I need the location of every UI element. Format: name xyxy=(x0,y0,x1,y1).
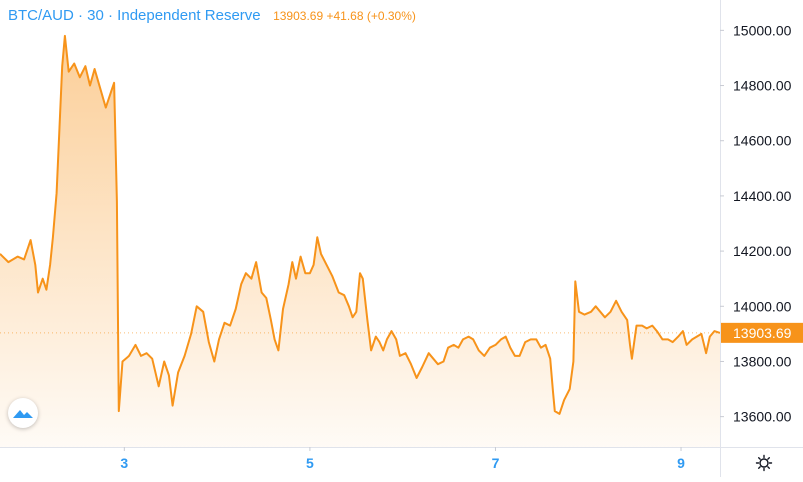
x-tick-label: 3 xyxy=(120,455,128,471)
plot-area[interactable] xyxy=(0,34,721,448)
price-change-percent: (+0.30%) xyxy=(366,9,416,23)
x-tick-label: 7 xyxy=(492,455,500,471)
y-tick-label: 15000.00 xyxy=(733,22,792,38)
symbol-label[interactable]: BTC/AUD · 30 · Independent Reserve xyxy=(8,7,261,24)
y-tick-label: 14000.00 xyxy=(733,298,792,314)
x-tick-label: 5 xyxy=(306,455,314,471)
y-tick-label: 13600.00 xyxy=(733,409,792,425)
y-tick-label: 13800.00 xyxy=(733,353,792,369)
price-line[interactable] xyxy=(0,34,721,415)
price-change: +41.68 xyxy=(326,9,364,23)
y-tick-label: 14200.00 xyxy=(733,243,792,259)
tradingview-logo-icon[interactable] xyxy=(8,398,38,428)
last-price-badge-label: 13903.69 xyxy=(733,325,792,341)
last-price-badge xyxy=(721,322,803,343)
price-area-fill xyxy=(0,35,720,448)
gear-icon[interactable] xyxy=(755,454,773,472)
y-tick-label: 14800.00 xyxy=(733,78,792,94)
y-tick-label: 14400.00 xyxy=(733,188,792,204)
x-tick-label: 9 xyxy=(677,455,685,471)
last-price: 13903.69 xyxy=(273,9,324,23)
chart-legend: BTC/AUD · 30 · Independent Reserve 13903… xyxy=(8,7,416,25)
y-tick-label: 14600.00 xyxy=(733,133,792,149)
legend-values: 13903.69 +41.68 (+0.30%) xyxy=(273,9,416,23)
